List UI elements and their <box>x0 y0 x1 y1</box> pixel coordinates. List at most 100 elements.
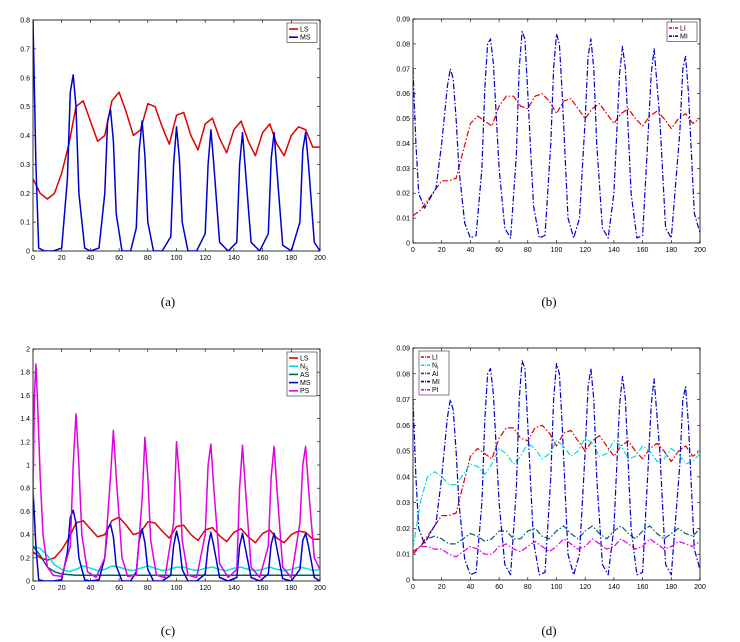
y-tick-label: 0.01 <box>396 216 410 223</box>
y-tick-label: 0.08 <box>396 41 410 48</box>
y-tick-label: 0.09 <box>396 346 410 353</box>
legend-label: LS <box>300 26 309 33</box>
x-tick-label: 20 <box>438 247 446 254</box>
y-tick-label: 0.04 <box>396 474 410 481</box>
y-tick-label: 0.06 <box>396 423 410 430</box>
series-line-ms <box>33 488 320 581</box>
x-tick-label: 60 <box>115 255 123 262</box>
y-tick-label: 0.2 <box>20 555 30 562</box>
x-tick-label: 200 <box>694 247 706 254</box>
legend-label: LS <box>300 355 309 362</box>
legend-label: LI <box>432 354 438 361</box>
x-tick-label: 80 <box>144 585 152 592</box>
panel-a: 0 20 40 60 80 100 120 140 160 180 200 0 0.1 0.2 0.3 0.4… <box>20 18 326 263</box>
x-tick-label: 80 <box>524 584 532 591</box>
x-tick-label: 40 <box>467 584 475 591</box>
series-line-ms <box>33 20 320 251</box>
x-tick-label: 200 <box>314 585 326 592</box>
y-tick-label: 0.04 <box>396 141 410 148</box>
y-tick-label: 2 <box>26 347 30 354</box>
x-tick-label: 0 <box>31 585 35 592</box>
x-tick-label: 60 <box>495 247 503 254</box>
caption-b: (b) <box>541 294 556 309</box>
x-tick-label: 0 <box>411 247 415 254</box>
panel-b: 0 20 40 60 80 100 120 140 160 180 200 0 0.01 0.02 0.03… <box>396 17 706 255</box>
y-tick-label: 0.06 <box>396 91 410 98</box>
x-tick-label: 160 <box>637 247 649 254</box>
y-tick-label: 0.07 <box>396 397 410 404</box>
x-tick-label: 100 <box>171 585 183 592</box>
x-tick-label: 120 <box>579 247 591 254</box>
series-line-mi <box>413 360 700 576</box>
y-tick-label: 0.8 <box>20 18 30 25</box>
legend-label: LI <box>680 25 686 32</box>
y-tick-label: 0.08 <box>396 371 410 378</box>
x-tick-label: 20 <box>58 585 66 592</box>
x-tick-label: 60 <box>115 585 123 592</box>
y-tick-label: 0.05 <box>396 116 410 123</box>
x-tick-label: 140 <box>228 585 240 592</box>
x-tick-label: 180 <box>285 255 297 262</box>
x-tick-label: 40 <box>87 255 95 262</box>
series-line-li <box>413 93 700 217</box>
x-tick-label: 200 <box>314 255 326 262</box>
x-tick-label: 200 <box>694 584 706 591</box>
x-tick-label: 20 <box>438 584 446 591</box>
y-tick-label: 0.09 <box>396 17 410 24</box>
y-tick-label: 0.01 <box>396 552 410 559</box>
series-line-ai <box>413 525 700 555</box>
y-tick-label: 0.2 <box>20 191 30 198</box>
series-line-mi <box>413 30 700 239</box>
x-tick-label: 160 <box>257 585 269 592</box>
y-tick-label: 0.6 <box>20 509 30 516</box>
x-tick-label: 0 <box>31 255 35 262</box>
y-tick-label: 0.1 <box>20 220 30 227</box>
y-tick-label: 0.8 <box>20 486 30 493</box>
series-line-as <box>33 545 320 576</box>
series-line-ps <box>33 363 320 579</box>
y-tick-label: 0.5 <box>20 104 30 111</box>
x-tick-label: 160 <box>637 584 649 591</box>
x-tick-label: 40 <box>467 247 475 254</box>
x-tick-label: 100 <box>171 255 183 262</box>
x-tick-label: 0 <box>411 584 415 591</box>
series-line-ls <box>33 91 320 200</box>
x-tick-label: 140 <box>608 584 620 591</box>
x-tick-label: 120 <box>199 585 211 592</box>
legend-label: MI <box>680 34 688 41</box>
x-tick-label: 100 <box>551 247 563 254</box>
y-tick-label: 1.8 <box>20 370 30 377</box>
y-tick-label: 0.03 <box>396 166 410 173</box>
x-tick-label: 120 <box>199 255 211 262</box>
x-tick-label: 80 <box>144 255 152 262</box>
x-tick-label: 180 <box>665 247 677 254</box>
x-tick-label: 20 <box>58 255 66 262</box>
x-tick-label: 160 <box>257 255 269 262</box>
y-tick-label: 0.05 <box>396 449 410 456</box>
legend-label: AS <box>300 372 310 379</box>
x-tick-label: 120 <box>579 584 591 591</box>
y-tick-label: 0.03 <box>396 500 410 507</box>
legend-label: NI <box>432 363 438 372</box>
legend-label: MS <box>300 35 311 42</box>
y-tick-label: 0.4 <box>20 133 30 140</box>
legend-label: PI <box>432 387 439 394</box>
legend-label: NS <box>300 364 309 373</box>
x-tick-label: 60 <box>495 584 503 591</box>
y-tick-label: 0 <box>406 578 410 585</box>
y-tick-label: 0.3 <box>20 162 30 169</box>
caption-d: (d) <box>541 623 556 638</box>
x-tick-label: 180 <box>665 584 677 591</box>
y-tick-label: 0 <box>406 241 410 248</box>
y-tick-label: 0.02 <box>396 191 410 198</box>
series-line-li <box>413 424 700 553</box>
y-tick-label: 0.7 <box>20 46 30 53</box>
x-tick-label: 100 <box>551 584 563 591</box>
panel-d: 0 20 40 60 80 100 120 140 160 180 200 0 0.01 0.02 0.03… <box>396 346 706 592</box>
legend-label: AI <box>432 371 439 378</box>
caption-c: (c) <box>161 623 175 638</box>
panel-c: 0 20 40 60 80 100 120 140 160 180 200 0 0.2 0.4 0.6 0.8… <box>20 347 326 593</box>
caption-a: (a) <box>161 294 175 309</box>
